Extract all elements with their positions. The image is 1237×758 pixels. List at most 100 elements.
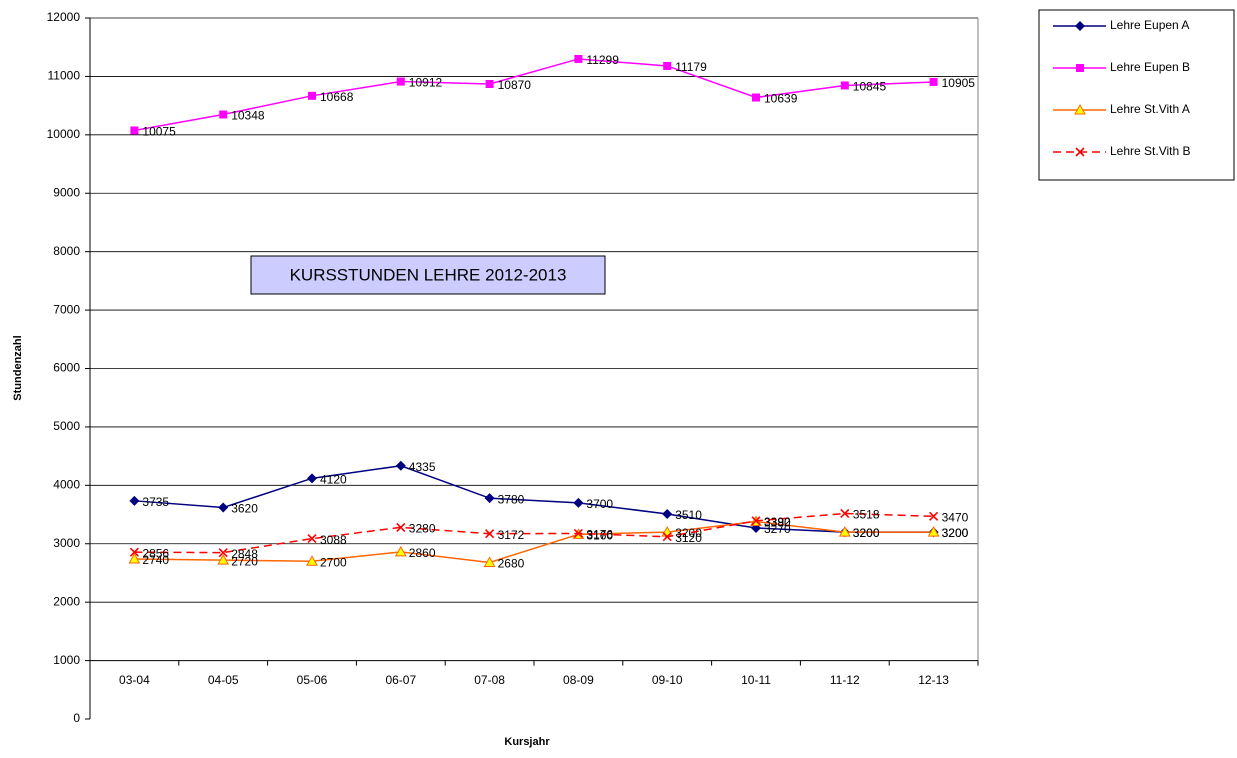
y-tick-label: 5000 — [53, 419, 80, 433]
y-tick-label: 10000 — [47, 127, 81, 141]
data-label: 2848 — [231, 547, 258, 561]
y-tick-label: 3000 — [53, 536, 80, 550]
marker — [663, 61, 672, 70]
marker — [840, 508, 850, 519]
series-line — [134, 464, 934, 533]
data-label: 2720 — [231, 554, 258, 568]
data-label: 3172 — [498, 528, 525, 542]
series-line — [134, 512, 934, 554]
marker — [307, 534, 317, 544]
marker — [307, 473, 317, 484]
data-label: 3392 — [764, 515, 791, 529]
marker — [1075, 147, 1085, 157]
legend-label: Lehre Eupen B — [1110, 60, 1190, 74]
marker — [838, 526, 851, 537]
y-tick-label: 0 — [73, 711, 80, 725]
data-label: 3620 — [231, 502, 258, 516]
marker — [484, 493, 495, 504]
y-tick-label: 12000 — [47, 10, 81, 24]
legend-label: Lehre Eupen A — [1110, 18, 1189, 32]
data-label: 4120 — [320, 472, 347, 486]
data-label: 11299 — [586, 53, 619, 67]
y-axis-title: Stundenzahl — [12, 335, 24, 400]
x-tick-label: 09-10 — [652, 673, 683, 687]
x-tick-label: 10-11 — [741, 673, 771, 687]
x-tick-label: 11-12 — [830, 673, 860, 687]
data-label: 3120 — [675, 531, 702, 545]
marker — [217, 554, 230, 565]
marker — [752, 93, 760, 102]
data-label: 3200 — [942, 526, 969, 540]
x-axis-title: Kursjahr — [504, 736, 550, 748]
data-label: 3088 — [320, 533, 347, 547]
data-label: 3470 — [942, 510, 969, 524]
data-label: 3780 — [498, 492, 525, 506]
marker — [574, 54, 583, 63]
marker — [929, 511, 939, 521]
data-label: 3200 — [853, 526, 880, 540]
data-label: 3200 — [853, 526, 880, 540]
series-line — [134, 520, 934, 564]
x-tick-label: 07-08 — [474, 673, 505, 687]
legend-label: Lehre St.Vith A — [1110, 102, 1190, 116]
x-tick-label: 04-05 — [208, 673, 239, 687]
chart-title: KURSSTUNDEN LEHRE 2012-2013 — [290, 265, 567, 284]
marker — [751, 516, 761, 526]
marker — [394, 545, 407, 557]
data-label: 10075 — [142, 125, 176, 139]
marker — [662, 508, 673, 519]
x-tick-label: 12-13 — [918, 673, 949, 687]
marker — [306, 555, 318, 566]
data-label: 3160 — [586, 529, 613, 543]
data-label: 10870 — [498, 78, 532, 92]
data-label: 3700 — [586, 497, 613, 511]
y-tick-label: 9000 — [53, 185, 80, 199]
data-label: 3735 — [142, 495, 169, 509]
data-label: 2740 — [142, 553, 169, 567]
marker — [395, 460, 406, 471]
marker — [396, 522, 406, 532]
y-tick-label: 4000 — [53, 478, 80, 492]
x-tick-label: 05-06 — [297, 673, 328, 687]
y-tick-label: 6000 — [53, 361, 80, 375]
marker — [1076, 64, 1084, 72]
y-tick-label: 2000 — [53, 594, 80, 608]
x-tick-label: 03-04 — [119, 673, 150, 687]
y-tick-label: 11000 — [48, 69, 81, 83]
data-label: 10348 — [231, 109, 265, 123]
marker — [485, 80, 494, 89]
grid: 0 1000 2000 3000 4000 5000 6000 7000 8000 9000 100… — [47, 10, 979, 725]
marker — [129, 547, 139, 557]
marker — [1074, 103, 1086, 115]
marker — [218, 502, 229, 513]
data-label: 2860 — [409, 546, 436, 560]
data-label: 10905 — [942, 76, 976, 90]
marker — [485, 529, 495, 539]
marker — [929, 77, 938, 86]
y-tick-label: 1000 — [53, 653, 80, 667]
data-label: 3176 — [586, 528, 613, 542]
legend — [1038, 9, 1235, 181]
data-label: 4335 — [409, 460, 436, 474]
x-tick-label: 06-07 — [385, 673, 416, 687]
y-tick-label: 8000 — [53, 244, 80, 258]
data-label: 3200 — [675, 526, 702, 540]
marker — [130, 126, 139, 135]
data-label: 2856 — [142, 546, 169, 560]
marker — [308, 91, 316, 100]
marker — [219, 110, 228, 119]
x-tick-label: 08-09 — [563, 673, 594, 687]
marker — [218, 548, 228, 558]
marker — [662, 532, 672, 542]
marker — [128, 552, 141, 564]
marker — [396, 77, 405, 86]
data-label: 10912 — [409, 76, 443, 90]
marker — [573, 497, 584, 508]
data-label: 10668 — [320, 90, 354, 104]
marker — [927, 526, 940, 537]
data-label: 11179 — [675, 60, 707, 74]
legend-label: Lehre St.Vith B — [1110, 144, 1191, 158]
data-label: 3280 — [409, 522, 436, 536]
